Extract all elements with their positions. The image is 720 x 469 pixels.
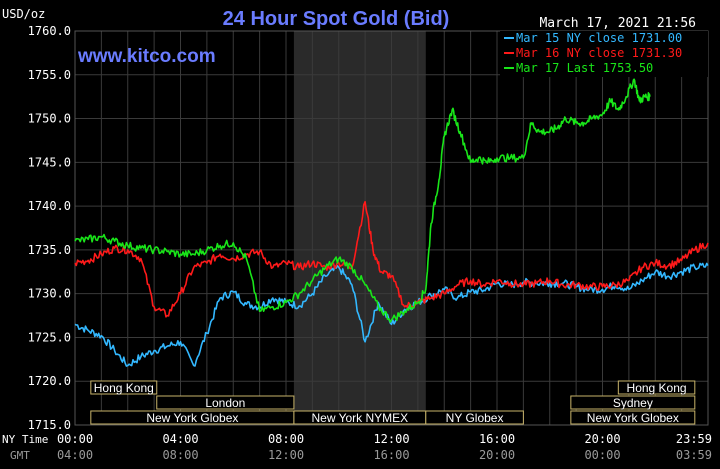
- ny-time-label: NY Time: [2, 433, 48, 446]
- legend-entry: Mar 15 NY close 1731.00: [516, 31, 682, 45]
- x-tick-label-ny: 12:00: [373, 432, 409, 446]
- x-tick-label-gmt: 08:00: [162, 448, 198, 462]
- series-lines: [74, 78, 709, 367]
- x-tick-label-gmt: 04:00: [57, 448, 93, 462]
- y-tick-label: 1740.0: [28, 199, 71, 213]
- session-bar: [570, 410, 696, 425]
- x-tick-label-gmt: 20:00: [479, 448, 515, 462]
- session-label: London: [205, 396, 245, 410]
- series-line-mar16: [74, 200, 709, 318]
- series-line-mar17: [74, 78, 651, 323]
- session-label: Hong Kong: [94, 381, 154, 395]
- series-line-mar15: [74, 262, 709, 367]
- legend-box: [500, 31, 708, 77]
- x-tick-label-ny: 23:59: [676, 432, 712, 446]
- session-bar: [156, 395, 295, 410]
- session-label: New York NYMEX: [311, 411, 408, 425]
- timestamp: March 17, 2021 21:56: [539, 16, 696, 31]
- x-tick-label-ny: 00:00: [57, 432, 93, 446]
- x-tick-label-gmt: 16:00: [373, 448, 409, 462]
- x-tick-label-gmt: 03:59: [676, 448, 712, 462]
- x-tick-label-gmt: 00:00: [584, 448, 620, 462]
- y-tick-label: 1725.0: [28, 330, 71, 344]
- session-label: New York Globex: [146, 411, 238, 425]
- session-label: Hong Kong: [627, 381, 687, 395]
- y-tick-label: 1755.0: [28, 68, 71, 82]
- x-tick-label-gmt: 12:00: [268, 448, 304, 462]
- y-tick-label: 1750.0: [28, 112, 71, 126]
- session-bar: [425, 410, 524, 425]
- x-tick-label-ny: 20:00: [584, 432, 620, 446]
- session-bar: [90, 380, 158, 395]
- gmt-label: GMT: [10, 449, 30, 462]
- y-axis-ticks: 1715.0 1720.0 1725.0 1730.0 1735.0 1740.0 1745…: [28, 24, 71, 432]
- x-axis-ticks: 00:00 04:00 08:00 12:00 16:00 20:00 23:59 04:00…: [57, 432, 712, 462]
- y-tick-label: 1715.0: [28, 418, 71, 432]
- y-tick-label: 1760.0: [28, 24, 71, 38]
- session-bar: [570, 395, 696, 410]
- legend-entry: Mar 17 Last 1753.50: [516, 61, 653, 75]
- session-label: Sydney: [613, 396, 653, 410]
- chart-title: 24 Hour Spot Gold (Bid): [223, 8, 450, 30]
- session-label: New York Globex: [587, 411, 679, 425]
- y-tick-label: 1745.0: [28, 155, 71, 169]
- session-label: NY Globex: [446, 411, 504, 425]
- x-tick-label-ny: 16:00: [479, 432, 515, 446]
- y-tick-label: 1730.0: [28, 287, 71, 301]
- x-tick-label-ny: 08:00: [268, 432, 304, 446]
- plot-frame: [74, 30, 709, 426]
- unit-label: USD/oz: [2, 7, 45, 21]
- y-tick-label: 1735.0: [28, 243, 71, 257]
- y-tick-label: 1720.0: [28, 374, 71, 388]
- x-tick-label-ny: 04:00: [162, 432, 198, 446]
- legend-entry: Mar 16 NY close 1731.30: [516, 46, 682, 60]
- watermark: www.kitco.com: [77, 46, 216, 67]
- session-bar: [617, 380, 696, 395]
